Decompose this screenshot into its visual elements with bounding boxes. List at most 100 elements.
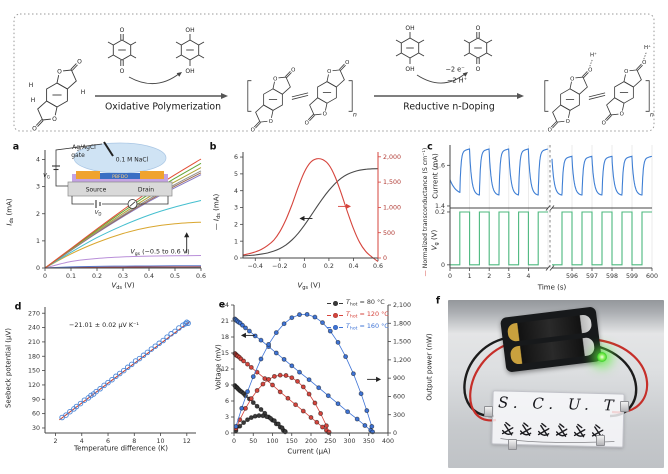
panel-d-y-axis-title: Seebeck potential (μV) bbox=[4, 327, 13, 409]
tick-label: 12 bbox=[183, 438, 191, 445]
atom-label: O bbox=[476, 66, 481, 73]
atom-label: O bbox=[57, 69, 62, 76]
tick-label: 0.6 bbox=[373, 263, 383, 270]
panel-e-y-axis-title: Voltage (mV) bbox=[214, 344, 223, 390]
atom-label: O bbox=[305, 121, 309, 127]
vinylene-bond bbox=[588, 94, 606, 100]
ammeter-needle bbox=[129, 201, 136, 207]
data-point bbox=[109, 376, 115, 383]
atom-label: O bbox=[323, 112, 327, 118]
atom-label: O bbox=[269, 119, 273, 125]
benzodifuranone-unit: O O O O H H H bbox=[27, 57, 87, 133]
tick-label: 3 bbox=[225, 414, 229, 421]
reaction-scheme: OOOOHHHOOOHOHOOOOOOOOnOHOHOOOOOOH⁺OOOOH⁺… bbox=[13, 13, 655, 134]
data-point bbox=[168, 331, 174, 337]
legend-label: Thot = 80 °C bbox=[346, 298, 385, 308]
tick-label: 0 bbox=[232, 438, 236, 445]
source-label: Source bbox=[86, 187, 107, 194]
panel-b-label: b bbox=[209, 141, 217, 153]
tick-label: 6 bbox=[225, 398, 229, 405]
drain-label: Drain bbox=[138, 187, 154, 194]
bracket bbox=[544, 80, 549, 112]
data-point bbox=[335, 401, 341, 407]
tick-label: 300 bbox=[343, 438, 355, 445]
tick-label: 0 bbox=[36, 265, 40, 272]
data-point bbox=[364, 408, 370, 414]
chart-e-power-output: 0 50 100 150 200 250 300 350 4000369121518212403… bbox=[221, 302, 411, 445]
atom-label: H⁺ bbox=[644, 44, 651, 51]
tick-label: 1,200 bbox=[393, 357, 411, 364]
atom-label: O bbox=[624, 69, 628, 75]
arrow-head bbox=[346, 203, 351, 209]
atom-label: O bbox=[251, 128, 255, 134]
device-photo: S. C. U. T bbox=[448, 300, 664, 468]
data-point bbox=[293, 402, 299, 408]
data-point bbox=[312, 314, 318, 320]
gate-label: Ag/AgCl bbox=[72, 144, 96, 151]
atom-label: O bbox=[566, 119, 570, 125]
data-point bbox=[140, 352, 147, 359]
methyl-bond bbox=[395, 52, 402, 57]
tick-label: 1,500 bbox=[383, 179, 401, 186]
series-power 160C bbox=[235, 313, 373, 427]
atom-mask bbox=[55, 67, 64, 76]
tick-label: 24 bbox=[221, 302, 229, 309]
data-point bbox=[289, 363, 295, 369]
data-point bbox=[318, 411, 324, 416]
data-point bbox=[117, 370, 123, 377]
atom-mask bbox=[50, 115, 59, 123]
atom-mask bbox=[271, 75, 279, 82]
panel-c-current-axis-title: Current (mA) bbox=[431, 153, 440, 199]
bracket bbox=[348, 80, 353, 112]
panel-c-x-axis-title: Time (s) bbox=[537, 283, 567, 292]
atom-label: O bbox=[620, 112, 624, 118]
lactone-ring bbox=[34, 100, 58, 128]
minus-2e-label: −2 e⁻ bbox=[445, 65, 465, 74]
atom-mask bbox=[586, 66, 594, 73]
lactone-ring bbox=[604, 97, 625, 123]
tick-label: 6 bbox=[106, 438, 110, 445]
tick-label: 180 bbox=[28, 353, 40, 360]
tick-label: 2,000 bbox=[383, 154, 401, 161]
tick-label: 0.6 bbox=[196, 273, 206, 280]
methyl-bond bbox=[175, 54, 182, 59]
data-point bbox=[271, 373, 277, 379]
panel-d-x-axis-title: Temperature difference (K) bbox=[74, 444, 168, 453]
data-point bbox=[63, 412, 69, 418]
data-point bbox=[241, 420, 247, 426]
atom-label: H bbox=[29, 82, 34, 89]
vg-label: VG bbox=[43, 173, 50, 179]
bracket bbox=[645, 80, 650, 112]
tick-label: −0.2 bbox=[272, 263, 287, 270]
tick-label: 250 bbox=[324, 438, 336, 445]
tick-label: 3 bbox=[36, 184, 40, 191]
atom-mask bbox=[618, 110, 626, 118]
methyl-bond bbox=[463, 39, 470, 44]
data-point bbox=[297, 312, 302, 318]
legend-marker-icon bbox=[327, 312, 343, 318]
tick-label: 1,000 bbox=[383, 205, 401, 212]
data-point bbox=[97, 386, 103, 392]
data-point bbox=[182, 320, 189, 327]
panel-c-gate-axis-title: Vg (V) bbox=[430, 229, 441, 251]
data-point bbox=[93, 388, 99, 395]
atom-mask bbox=[325, 67, 333, 75]
data-point bbox=[258, 407, 264, 412]
atom-label: OH bbox=[405, 66, 414, 73]
tick-label: 0.5 bbox=[170, 273, 180, 280]
tick-label: 1 bbox=[234, 238, 238, 245]
tick-label: 1 bbox=[468, 273, 472, 280]
data-point bbox=[248, 364, 254, 370]
legend-label: Thot = 120 °C bbox=[346, 310, 389, 320]
series-Vgs 0 V bbox=[44, 200, 202, 269]
data-point bbox=[172, 328, 178, 335]
tick-label: 2 bbox=[487, 273, 491, 280]
atom-mask bbox=[289, 66, 297, 73]
tick-label: 300 bbox=[393, 412, 405, 419]
tick-label: 1 bbox=[36, 238, 40, 245]
quinone-molecule: OO bbox=[463, 24, 493, 73]
data-point bbox=[73, 403, 80, 410]
hydroquinone-molecule: OH OH bbox=[395, 24, 425, 73]
methyl-bond bbox=[418, 52, 425, 57]
